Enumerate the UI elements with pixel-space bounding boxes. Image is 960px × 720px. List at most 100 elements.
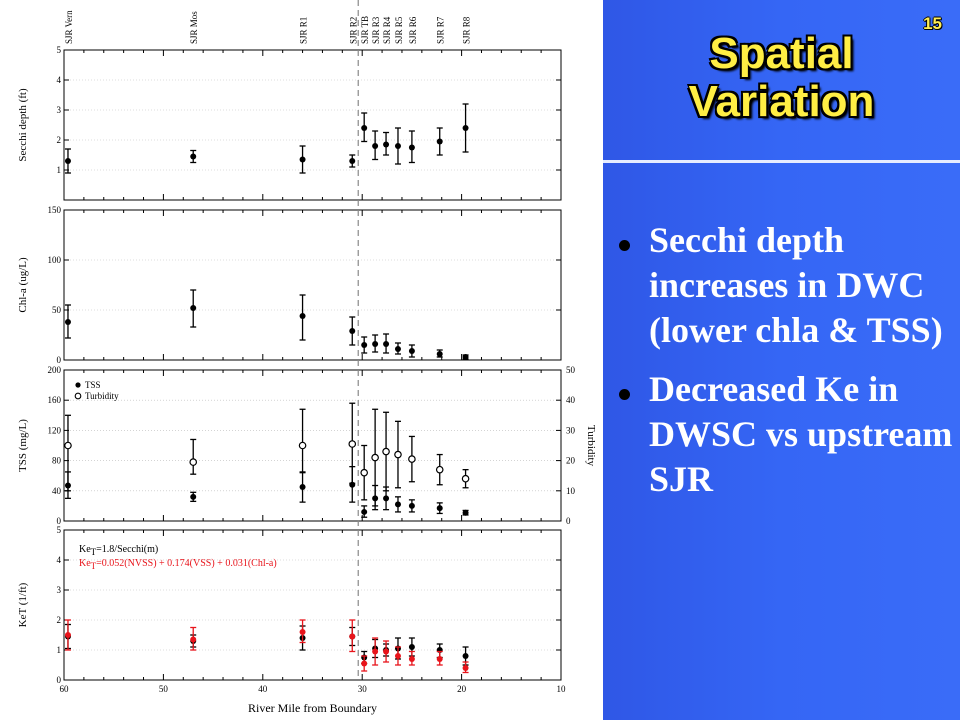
y-tick-label: 160 <box>48 395 62 405</box>
data-point <box>383 141 390 148</box>
x-tick-label: 30 <box>358 684 368 694</box>
y-tick-label: 3 <box>57 105 62 115</box>
y-tick-label: 2 <box>57 135 62 145</box>
panel-frame <box>63 529 562 681</box>
panel-frame <box>63 49 562 201</box>
data-point <box>371 453 379 462</box>
station-label: SJR R5 <box>394 16 404 44</box>
data-point <box>299 313 306 319</box>
data-point <box>189 458 198 466</box>
y-tick-label: 2 <box>57 615 62 625</box>
data-point <box>394 501 401 508</box>
data-point <box>361 125 368 131</box>
legend-label: Turbidity <box>85 391 119 401</box>
data-point <box>394 143 401 149</box>
bullet-text: Secchi depth increases in DWC (lower chl… <box>649 220 943 350</box>
data-point <box>382 447 390 456</box>
data-point <box>436 138 443 145</box>
y-axis-label: Chl-a (ug/L) <box>17 257 29 313</box>
y-axis-label: TSS (mg/L) <box>17 419 29 472</box>
y-tick-label: 1 <box>57 645 62 655</box>
data-point <box>394 653 401 659</box>
data-point <box>360 468 368 477</box>
data-point <box>462 509 469 516</box>
data-point <box>372 143 379 149</box>
data-point <box>408 144 415 151</box>
data-point <box>190 153 197 160</box>
data-point <box>383 648 390 655</box>
title-divider <box>603 160 960 163</box>
data-point <box>190 305 197 311</box>
data-point <box>64 319 71 325</box>
slide-title-line1: Spatial <box>709 29 854 78</box>
data-point <box>299 629 306 635</box>
y-tick-label: 120 <box>48 425 62 435</box>
y-tick-label: 50 <box>52 305 62 315</box>
y-tick-label: 0 <box>57 675 62 685</box>
y-axis-label: Secchi depth (ft) <box>17 88 29 162</box>
data-point <box>383 495 390 502</box>
slide-title: Spatial Variation <box>603 30 960 126</box>
chart-panel: 0 50 100 150 Chl-a (ug/L) <box>17 205 562 365</box>
station-label: SJR Vern <box>64 10 74 44</box>
annotation-black: KeT=1.8/Secchi(m) <box>79 544 158 557</box>
chart-panel: 0 1 2 3 4 5 KeT (1/ft) KeT=1.8/Secchi(m)KeT=0.0… <box>17 525 562 685</box>
station-label: SJR R6 <box>408 16 418 44</box>
y-tick-label: 3 <box>57 585 62 595</box>
slide-title-line2: Variation <box>688 77 875 126</box>
data-point <box>461 474 470 483</box>
panel-frame <box>63 369 562 522</box>
data-point <box>408 656 415 662</box>
data-point <box>435 465 444 474</box>
y-tick-label: 5 <box>57 45 62 55</box>
x-tick-label: 60 <box>60 684 70 694</box>
y-right-tick-label: 0 <box>566 516 571 526</box>
data-point <box>462 653 469 659</box>
y-tick-label: 5 <box>57 525 62 535</box>
annotation-red: KeT=0.052(NVSS) + 0.174(VSS) + 0.031(Chl… <box>79 558 277 571</box>
x-tick-label: 20 <box>457 684 467 694</box>
data-point <box>383 341 390 347</box>
y-tick-label: 0 <box>57 355 62 365</box>
data-point <box>361 342 368 348</box>
data-point <box>361 508 368 515</box>
station-label: SJR R2 <box>348 17 358 44</box>
data-point <box>190 493 197 500</box>
bullet-item: Decreased Ke in DWSC vs upstream SJR <box>613 367 953 502</box>
bullet-dot-icon <box>619 240 630 251</box>
panel-frame <box>63 209 562 361</box>
station-label: SJR R7 <box>436 16 446 44</box>
chart-area: SJR Vern SJR Mos SJR R1 SJR R2 SJR TB SJR R3 S… <box>17 0 597 715</box>
x-tick-label: 40 <box>258 684 268 694</box>
data-point <box>462 354 469 360</box>
y-right-tick-label: 30 <box>566 425 576 435</box>
river-mile-chart: SJR Vern SJR Mos SJR R1 SJR R2 SJR TB SJR R3 S… <box>17 0 597 715</box>
bullet-item: Secchi depth increases in DWC (lower chl… <box>613 218 953 353</box>
x-axis-label: River Mile from Boundary <box>248 701 377 715</box>
data-point <box>436 656 443 662</box>
chart-panel: 0 40 80 120 160 200 TSS (mg/L) 0 10 20 30 40 50 Turbi… <box>17 365 597 526</box>
data-point <box>372 648 379 655</box>
bullet-dot-icon <box>619 389 630 400</box>
slide-number: 15 <box>923 14 942 33</box>
y-right-axis-label: Turbidity <box>585 425 597 467</box>
y-tick-label: 150 <box>48 205 62 215</box>
data-point <box>349 633 356 640</box>
data-point <box>349 328 356 334</box>
y-tick-label: 0 <box>57 516 62 526</box>
x-tick-label: 50 <box>159 684 169 694</box>
station-label: SJR R8 <box>462 16 472 44</box>
y-tick-label: 200 <box>48 365 62 375</box>
y-tick-label: 4 <box>57 555 62 565</box>
data-point <box>408 644 415 650</box>
y-right-tick-label: 50 <box>566 365 576 375</box>
data-point <box>298 441 307 450</box>
y-tick-label: 40 <box>52 486 62 496</box>
station-label: SJR R3 <box>371 16 381 44</box>
legend-label: TSS <box>85 380 101 390</box>
legend-marker-filled <box>75 382 81 388</box>
chart-panel: 1 2 3 4 5 Secchi depth (ft) <box>17 45 562 201</box>
data-point <box>462 125 469 131</box>
bullet-text: Decreased Ke in DWSC vs upstream SJR <box>649 369 953 499</box>
data-point <box>394 450 402 459</box>
